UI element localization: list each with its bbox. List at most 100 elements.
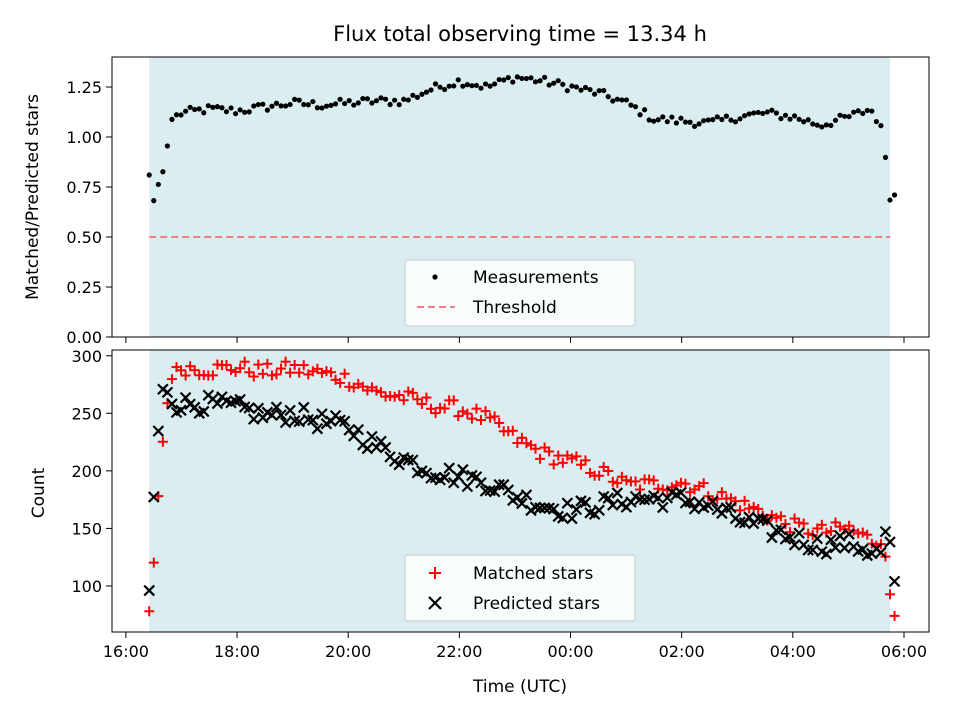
predicted-star-point [743,511,755,523]
matched-stars-legend-label: Matched stars [473,564,593,584]
matched-star-point [553,450,564,461]
measurement-point [646,117,652,123]
measurement-point [882,154,889,160]
measurement-point [860,110,866,117]
measurement-point [369,100,375,106]
measurement-point [769,107,775,113]
measurement-point [705,117,711,123]
predicted-star-point [152,425,165,437]
predicted-star-point [784,531,796,544]
matched-star-point [416,399,427,410]
matched-star-point [494,417,505,428]
matched-star-point [289,360,300,371]
measurement-point [292,96,298,102]
predicted-star-point [566,512,578,525]
measurement-point [791,113,798,119]
predicted-star-point [825,533,837,546]
measurement-point [887,197,893,203]
matched-star-point [730,496,741,507]
x-axis-label: Time (UTC) [472,677,567,697]
matched-star-point [276,363,287,374]
measurement-point [796,116,802,122]
predicted-star-point [634,493,646,506]
measurement-point [878,123,884,129]
measurement-point [573,84,580,90]
measurement-point [182,108,189,114]
matched-star-point [421,392,432,403]
measurement-point [582,84,589,91]
measurement-point [737,116,743,122]
measurement-point [505,75,511,81]
measurement-point [382,96,389,102]
measurement-point [310,98,316,105]
measurement-point [414,94,420,100]
matched-star-point [621,475,632,486]
matched-star-point [271,369,282,380]
matched-star-point [844,520,855,531]
measurement-point [346,98,352,104]
matched-star-point [166,374,177,385]
matched-stars-legend-marker [429,567,441,579]
measurement-point [869,108,875,114]
matched-star-point [475,415,486,426]
measurement-point [587,86,593,93]
x-tick-label: 18:00 [214,642,260,661]
ratio-y-tick-label: 0.75 [66,178,102,197]
matched-star-point [189,365,200,376]
count-y-tick-label: 150 [71,519,102,538]
measurement-point [373,98,380,104]
predicted-star-point [593,504,605,517]
measurement-point [855,108,861,114]
measurement-point [528,75,534,81]
measurement-point [364,96,370,102]
measurement-point [610,98,616,104]
matched-star-point [521,438,532,449]
measurement-point [637,112,643,118]
measurement-point [764,109,770,115]
predicted-star-point [547,503,560,515]
predicted-star-point [843,528,855,540]
matched-star-point [753,503,764,514]
predicted-star-point [297,401,310,414]
predicted-star-point [143,584,156,597]
measurement-point [592,91,598,97]
matched-star-point [239,356,250,367]
matched-star-point [339,368,350,379]
matched-star-point [221,359,232,370]
predicted-star-point [725,501,737,514]
count-y-tick-label: 250 [71,404,102,423]
predicted-star-point [457,463,469,476]
matched-star-point [780,518,791,529]
matched-star-point [516,432,527,443]
matched-star-point [439,403,450,414]
measurement-point [492,81,498,87]
predicted-star-point [579,496,592,509]
matched-star-point [335,377,346,388]
predicted-star-point [179,391,192,404]
predicted-star-point [407,454,419,466]
predicted-star-point [302,413,315,426]
x-tick-label: 00:00 [547,642,593,661]
matched-star-point [485,412,496,423]
matched-star-point [489,411,500,422]
measurement-point [519,75,525,82]
matched-star-point [594,470,605,481]
predicted-star-point [802,544,814,556]
ratio-y-tick-label: 0.25 [66,278,102,297]
matched-star-point [298,360,309,371]
predicted-star-point [393,458,405,471]
measurement-point [469,83,475,89]
predicted-star-point [311,422,324,435]
measurement-point [151,198,157,204]
predicted-star-point [834,530,846,542]
predicted-star-point [884,536,896,548]
predicted-star-point [611,487,624,499]
matched-star-point [825,526,836,537]
predicted-star-point [488,485,501,498]
matched-star-point [471,403,482,414]
predicted-star-point [452,470,465,483]
matched-star-point [862,529,873,540]
measurement-point [401,96,407,102]
measurement-point [232,111,239,117]
predicted-star-point [175,404,187,417]
